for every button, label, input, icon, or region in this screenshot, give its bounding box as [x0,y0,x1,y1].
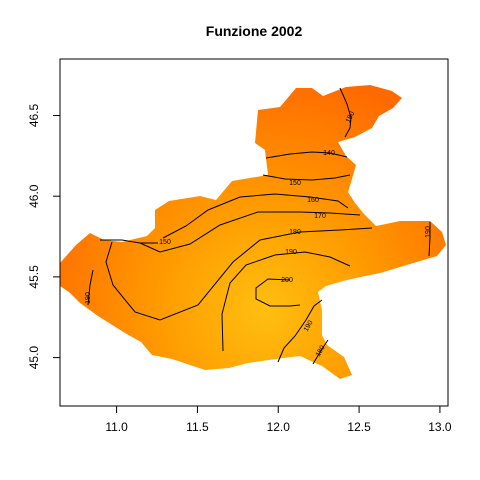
contour-label: 180 [289,229,301,236]
contour-line-190-main [221,251,351,352]
contour-line-140 [265,151,348,159]
contour-label: 180 [345,111,356,125]
y-tick-label: 45.5 [27,265,41,289]
contour-line-190-east [428,222,431,257]
y-tick-label: 46.5 [27,103,41,127]
chart-title: Funzione 2002 [206,23,303,39]
x-tick-label: 11.0 [105,420,128,434]
contour-line-180-north [339,87,352,138]
x-tick-label: 12.5 [347,420,371,434]
plot-region [60,85,446,379]
contour-label: 200 [281,277,293,284]
contour-label: 160 [307,197,319,204]
contour-line-170 [139,211,361,253]
contour-line-150-north [262,174,351,181]
contour-line-180-main [105,227,373,321]
contour-label: 190 [285,249,297,256]
contour-label: 140 [323,150,335,157]
region-shape [60,85,446,379]
contour-line-180-south [312,339,329,365]
y-tick-label: 45.0 [27,346,41,370]
contour-labels: 180 140 150 160 170 150 180 190 190 200 … [85,111,432,359]
contour-line-160 [162,193,349,239]
contour-label: 150 [289,180,301,187]
contour-lines [87,87,431,365]
contour-label: 180 [315,344,327,358]
x-axis: 11.0 11.5 12.0 12.5 13.0 [105,405,452,434]
y-tick-label: 46.0 [27,184,41,208]
x-tick-label: 13.0 [428,420,452,434]
contour-label: 190 [303,319,315,333]
contour-label: 170 [314,213,326,220]
contour-line-190-west [87,269,94,306]
contour-label: 150 [159,239,171,246]
contour-line-190-south [277,299,323,363]
contour-label: 190 [85,292,92,304]
y-axis: 45.0 45.5 46.0 46.5 [27,103,61,370]
contour-line-200 [255,278,301,307]
contour-line-150-west [100,239,158,244]
x-tick-label: 11.5 [186,420,209,434]
contour-label: 190 [425,226,432,238]
x-tick-label: 12.0 [267,420,291,434]
